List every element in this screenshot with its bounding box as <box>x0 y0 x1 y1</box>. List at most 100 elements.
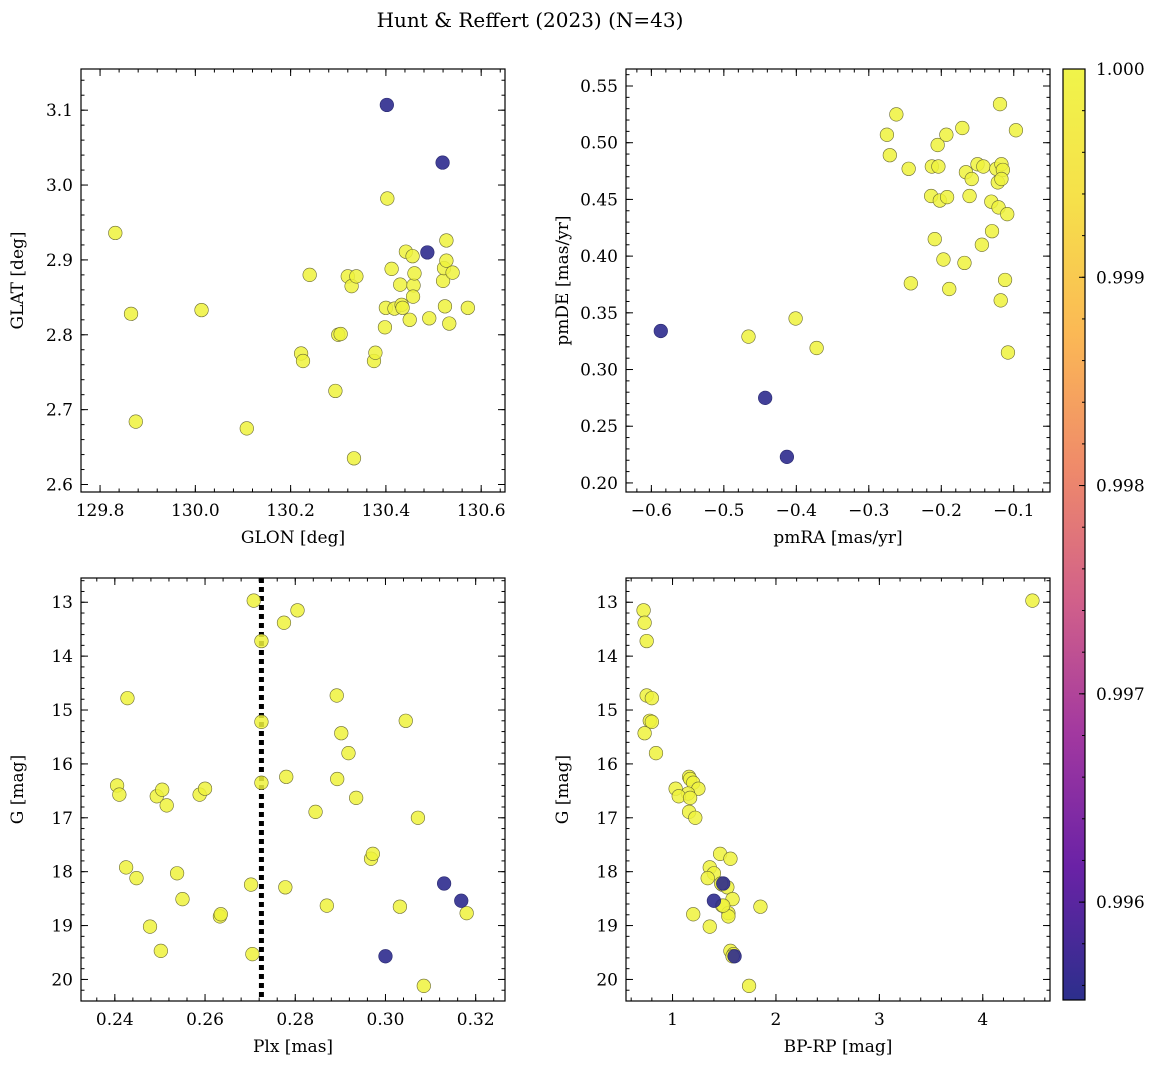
data-point <box>384 261 399 276</box>
data-point <box>243 877 259 892</box>
x-axis-label: BP-RP [mag] <box>784 1037 893 1057</box>
data-point <box>974 237 989 252</box>
y-tick-label: 2.7 <box>46 401 73 421</box>
y-tick-label: 0.50 <box>580 134 618 154</box>
data-point <box>903 276 918 291</box>
data-point <box>1008 123 1024 138</box>
data-point <box>194 302 209 318</box>
panel-plx: 0.24 0.26 0.28 0.30 0.32 13 14 15 16 17 18 19 20 Plx … <box>8 577 506 1057</box>
data-point <box>239 421 254 436</box>
x-tick-label: −0.2 <box>921 501 962 521</box>
data-point <box>957 255 972 271</box>
data-point <box>653 323 668 339</box>
x-tick-label: −0.3 <box>848 501 889 521</box>
data-point <box>706 893 722 908</box>
data-point <box>753 899 768 914</box>
data-point <box>278 880 293 895</box>
y-axis-label: pmDE [mas/yr] <box>553 215 573 345</box>
data-point <box>741 978 757 994</box>
data-point <box>213 907 228 922</box>
data-point <box>637 726 652 741</box>
data-point <box>439 233 454 248</box>
data-point <box>246 593 261 608</box>
x-tick-label: 4 <box>977 1010 988 1030</box>
data-point <box>254 775 269 790</box>
data-point <box>333 326 348 342</box>
data-point <box>142 919 158 934</box>
data-point <box>365 846 380 861</box>
y-tick-label: 17 <box>596 809 618 829</box>
data-point <box>405 249 420 264</box>
data-point <box>341 746 356 761</box>
data-point <box>328 383 343 399</box>
axes-frame <box>625 68 1051 493</box>
axes-frame <box>80 577 506 1002</box>
y-tick-label: 3.1 <box>46 101 73 121</box>
y-tick-label: 0.45 <box>580 190 618 210</box>
x-tick-label: 3 <box>874 1010 885 1030</box>
x-axis-label: Plx [mas] <box>253 1037 333 1057</box>
y-tick-label: 0.20 <box>580 474 618 494</box>
data-point <box>197 781 213 796</box>
data-point <box>290 603 305 618</box>
data-point <box>175 892 190 907</box>
data-point <box>1000 345 1016 360</box>
x-tick-label: 0.26 <box>186 1010 224 1030</box>
y-tick-label: 2.9 <box>46 251 73 271</box>
y-tick-label: 15 <box>596 701 618 721</box>
data-point <box>129 871 144 886</box>
data-point <box>788 311 803 326</box>
data-point <box>758 390 773 405</box>
x-tick-label: 1 <box>667 1010 678 1030</box>
colorbar-tick-label: 0.999 <box>1096 268 1145 288</box>
data-point <box>334 726 349 741</box>
data-point <box>437 876 452 891</box>
data-point <box>368 345 383 360</box>
data-point <box>349 790 364 805</box>
colorbar: 0.996 0.997 0.998 0.999 1.000 <box>1062 60 1145 1001</box>
x-axis-label: pmRA [mas/yr] <box>773 528 902 548</box>
data-point <box>955 120 970 136</box>
y-tick-label: 0.25 <box>580 417 618 437</box>
data-point <box>279 769 294 784</box>
data-point <box>159 798 174 813</box>
y-axis-label: GLAT [deg] <box>8 231 28 329</box>
y-tick-label: 3.0 <box>46 176 73 196</box>
data-point <box>120 691 135 706</box>
data-point <box>395 300 410 315</box>
data-point <box>153 943 168 958</box>
data-point <box>702 919 717 934</box>
data-point <box>435 155 450 170</box>
data-point <box>349 269 364 284</box>
data-point <box>295 353 311 369</box>
x-tick-label: 0.32 <box>457 1010 495 1030</box>
data-point <box>123 306 139 321</box>
data-point <box>644 714 659 729</box>
data-point <box>439 253 454 268</box>
data-point <box>936 252 951 267</box>
data-point <box>119 860 134 875</box>
colorbar-tick-label: 0.996 <box>1096 893 1145 913</box>
y-tick-label: 14 <box>596 647 618 667</box>
y-tick-label: 13 <box>51 593 73 613</box>
data-point <box>809 340 824 356</box>
data-point <box>741 329 756 344</box>
y-tick-label: 2.8 <box>46 326 73 346</box>
data-point <box>994 171 1009 187</box>
data-point <box>901 161 916 176</box>
data-point <box>1025 593 1040 608</box>
x-axis-label: GLON [deg] <box>241 528 345 548</box>
data-point <box>992 97 1008 112</box>
figure-title: Hunt & Reffert (2023) (N=43) <box>377 8 684 32</box>
data-point <box>716 876 731 891</box>
data-point <box>686 907 701 922</box>
data-point <box>245 947 260 962</box>
data-point <box>997 272 1013 288</box>
x-tick-label: 0.24 <box>96 1010 134 1030</box>
y-tick-label: 17 <box>51 809 73 829</box>
data-point <box>454 893 469 908</box>
data-point <box>459 906 474 921</box>
colorbar-tick-label: 0.998 <box>1096 477 1145 497</box>
data-point <box>392 899 408 914</box>
data-point <box>379 97 394 113</box>
